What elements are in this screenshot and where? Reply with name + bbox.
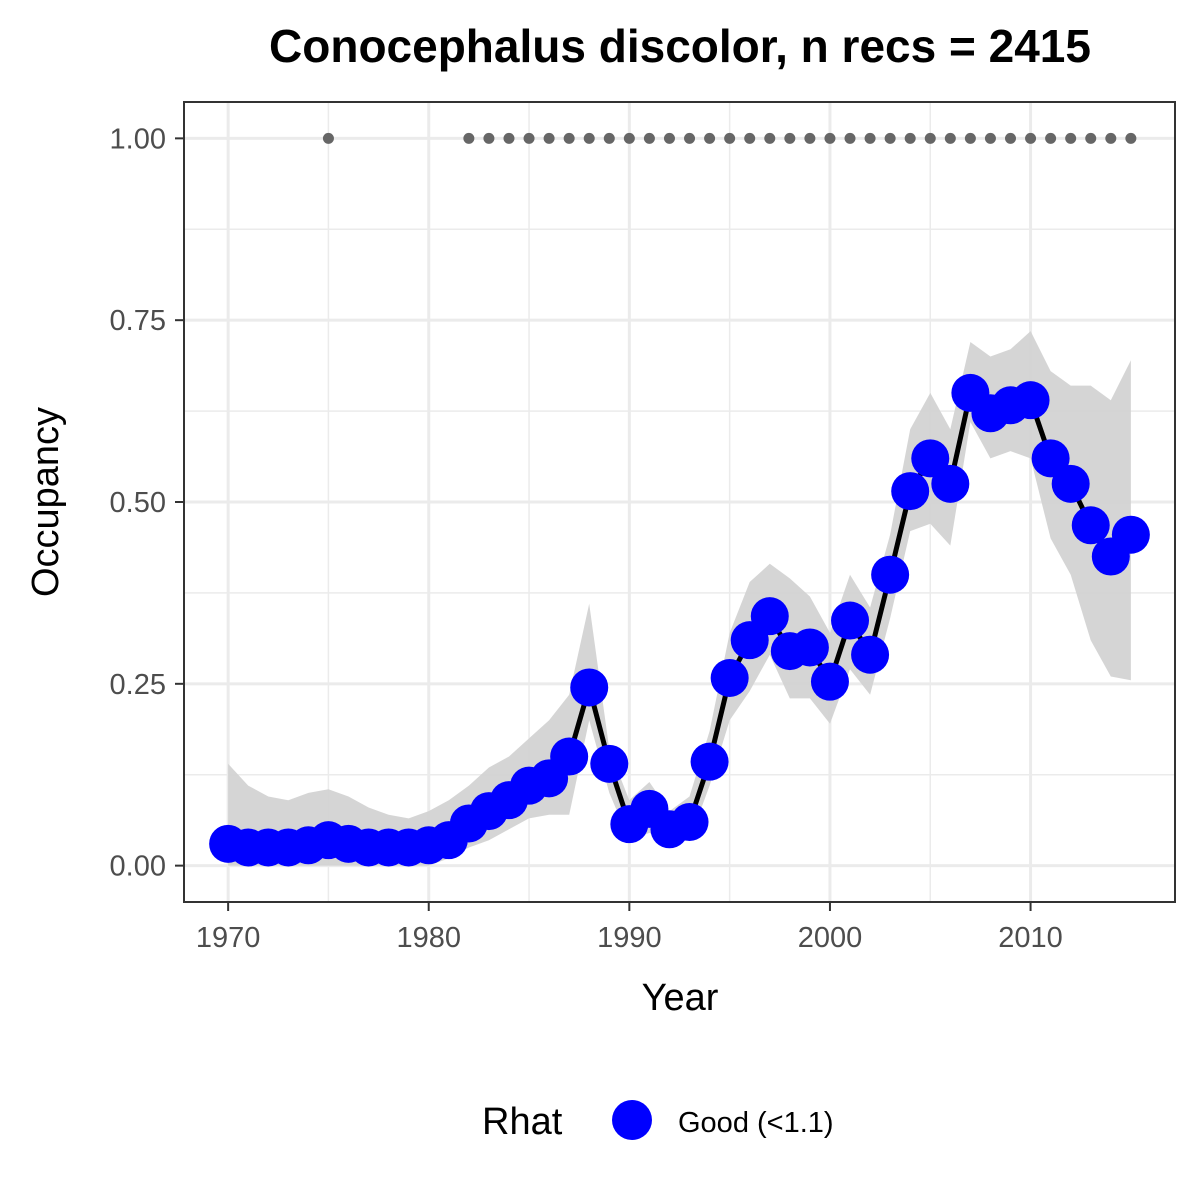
occupancy-point: [911, 439, 950, 478]
record-dot: [563, 132, 575, 144]
record-dot: [1125, 132, 1137, 144]
x-axis: 1970 1980 1990 2000 2010: [196, 902, 1063, 954]
occupancy-point: [831, 601, 870, 640]
record-dot: [583, 132, 595, 144]
record-dots-layer: [322, 132, 1137, 144]
record-dot: [884, 132, 896, 144]
record-dot: [844, 132, 856, 144]
occupancy-point: [891, 472, 930, 511]
record-dot: [523, 132, 535, 144]
record-dot: [684, 132, 696, 144]
occupancy-point: [570, 668, 609, 707]
occupancy-point: [810, 662, 849, 701]
confidence-ribbon: [228, 331, 1131, 866]
legend: Rhat Good (<1.1): [482, 1100, 834, 1143]
y-axis: 0.00 0.25 0.50 0.75 1.00: [110, 123, 184, 883]
record-dot: [623, 132, 635, 144]
legend-title: Rhat: [482, 1101, 563, 1143]
x-tick-label: 2000: [798, 922, 863, 954]
record-dot: [744, 132, 756, 144]
record-dot: [1005, 132, 1017, 144]
occupancy-point: [750, 597, 789, 636]
occupancy-point: [931, 464, 970, 503]
record-dot: [483, 132, 495, 144]
record-dot: [984, 132, 996, 144]
record-dot: [904, 132, 916, 144]
occupancy-point: [590, 744, 629, 783]
record-dot: [964, 132, 976, 144]
record-dot: [764, 132, 776, 144]
occupancy-point: [1071, 506, 1110, 545]
record-dot: [322, 132, 334, 144]
occupancy-point: [550, 737, 589, 776]
occupancy-point: [1051, 464, 1090, 503]
y-axis-title: Occupancy: [25, 407, 67, 597]
record-dot: [824, 132, 836, 144]
record-dot: [1085, 132, 1097, 144]
y-tick-label: 0.50: [110, 487, 166, 519]
occupancy-point: [690, 742, 729, 781]
chart-title: Conocephalus discolor, n recs = 2415: [269, 20, 1091, 72]
y-tick-label: 1.00: [110, 123, 166, 155]
record-dot: [603, 132, 615, 144]
record-dot: [944, 132, 956, 144]
record-dot: [543, 132, 555, 144]
record-dot: [663, 132, 675, 144]
record-dot: [1025, 132, 1037, 144]
record-dot: [463, 132, 475, 144]
record-dot: [1065, 132, 1077, 144]
x-axis-title: Year: [642, 977, 719, 1019]
legend-label-good: Good (<1.1): [678, 1107, 834, 1139]
x-tick-label: 1970: [196, 922, 261, 954]
record-dot: [924, 132, 936, 144]
occupancy-point: [1111, 515, 1150, 554]
record-dot: [804, 132, 816, 144]
occupancy-point: [1031, 439, 1070, 478]
record-dot: [784, 132, 796, 144]
record-dot: [1045, 132, 1057, 144]
occupancy-point: [710, 659, 749, 697]
x-tick-label: 1980: [396, 922, 461, 954]
x-tick-label: 2010: [998, 922, 1063, 954]
grid-layer: [184, 102, 1175, 902]
point-layer: [209, 373, 1150, 867]
y-tick-label: 0.25: [110, 669, 166, 701]
occupancy-point: [1011, 381, 1050, 420]
y-tick-label: 0.00: [110, 851, 166, 883]
occupancy-point: [790, 628, 829, 667]
x-tick-label: 1990: [597, 922, 662, 954]
y-tick-label: 0.75: [110, 305, 166, 337]
record-dot: [724, 132, 736, 144]
record-dot: [704, 132, 716, 144]
occupancy-point: [851, 635, 890, 674]
record-dot: [864, 132, 876, 144]
ribbon-layer: [228, 331, 1131, 866]
occupancy-point: [871, 555, 910, 594]
record-dot: [503, 132, 515, 144]
record-dot: [1105, 132, 1117, 144]
legend-key-good: [612, 1100, 652, 1140]
occupancy-point: [670, 803, 709, 841]
record-dot: [643, 132, 655, 144]
